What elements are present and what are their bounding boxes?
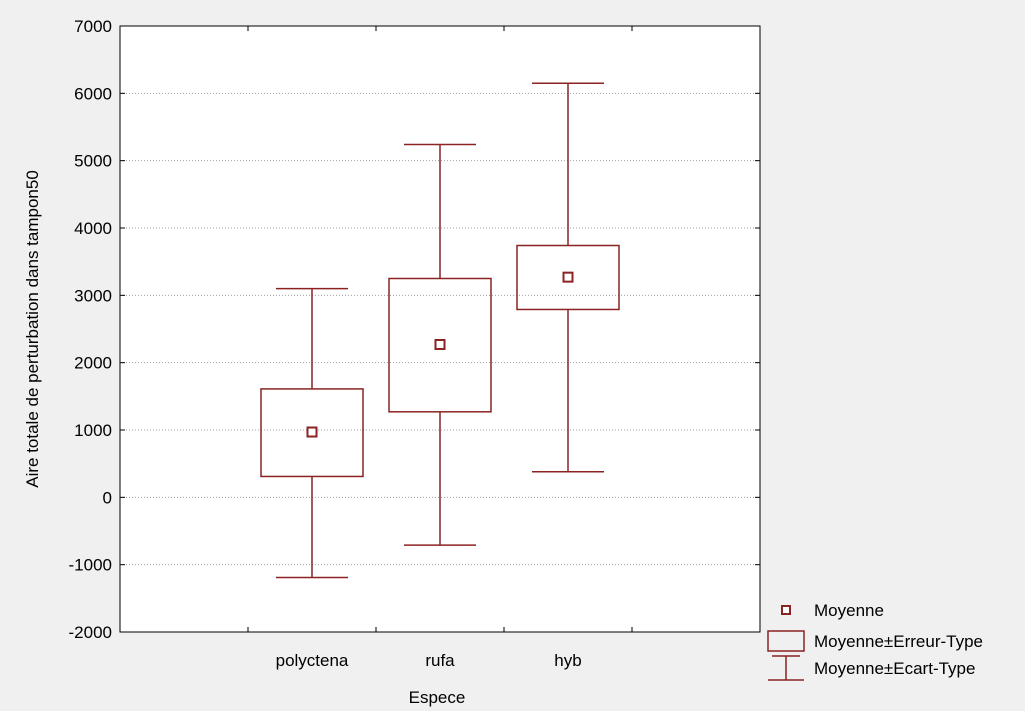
y-tick-label: -2000 [69,623,112,642]
legend-mean-symbol [781,605,791,615]
x-tick-label: hyb [554,651,581,670]
y-tick-label: 3000 [74,286,112,305]
mean-marker [562,271,574,283]
legend-se-symbol [767,630,805,652]
x-tick-label: polyctena [276,651,349,670]
y-tick-label: 7000 [74,17,112,36]
se-box [260,388,364,478]
se-box [516,244,620,311]
y-tick-label: -1000 [69,556,112,575]
legend-entry: Moyenne±Ecart-Type [814,659,975,678]
legend-entry: Moyenne±Erreur-Type [814,632,983,651]
x-axis-label: Espece [409,688,466,707]
y-tick-label: 4000 [74,219,112,238]
se-box [388,277,492,413]
y-axis: -2000 -1000 0 1000 2000 3000 4000 5000 6000 7000 [69,17,760,642]
x-axis: polyctena rufa hyb [247,26,633,670]
y-tick-label: 0 [103,488,112,507]
y-tick-label: 2000 [74,354,112,373]
y-tick-label: 1000 [74,421,112,440]
box-group-rufa [388,143,492,546]
box-group-polyctena [260,287,364,579]
y-tick-label: 5000 [74,152,112,171]
y-tick-label: 6000 [74,84,112,103]
legend-entry: Moyenne [814,601,884,620]
legend: Moyenne Moyenne±Erreur-Type Moyenne±Ecart-… [767,601,983,681]
x-tick-label: rufa [425,651,455,670]
series-marks [260,82,620,579]
box-group-hyb [516,82,620,473]
y-axis-label: Aire totale de perturbation dans tampon5… [23,170,42,488]
mean-marker [306,426,318,438]
mean-marker [434,338,446,350]
